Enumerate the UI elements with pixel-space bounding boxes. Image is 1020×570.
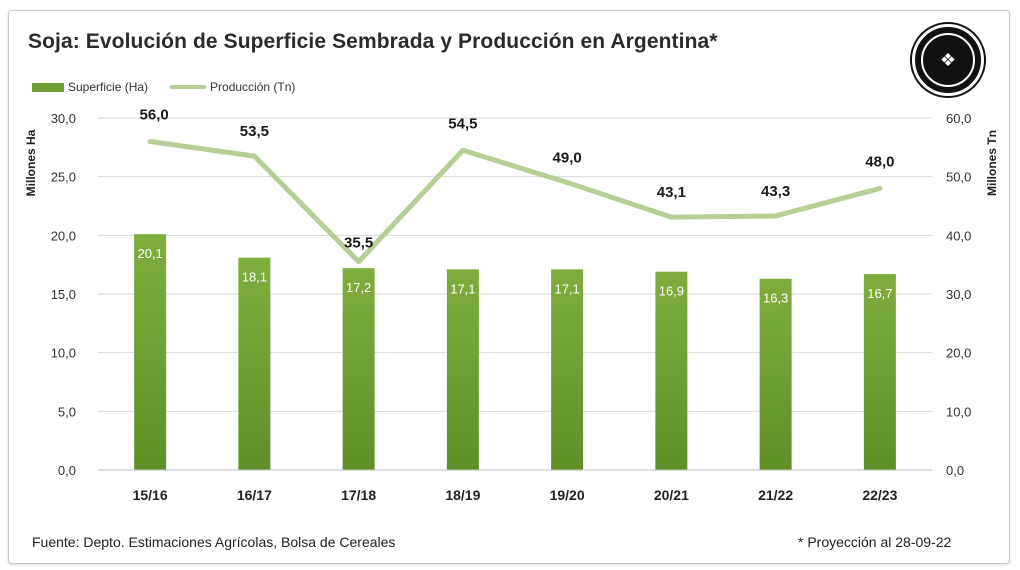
production-point — [668, 214, 674, 220]
y-right-axis-label: Millones Tn — [985, 130, 999, 196]
line-data-label: 54,5 — [448, 115, 477, 132]
bar-layer — [134, 234, 896, 470]
y-left-tick-label: 20,0 — [51, 228, 76, 243]
x-category-label: 18/19 — [445, 487, 480, 503]
label-layer: 20,1 18,1 17,2 17,1 17,1 16,9 16,3 16,7 56,0 53,5… — [137, 106, 894, 305]
line-layer — [147, 138, 883, 265]
y-right-tick-label: 40,0 — [946, 228, 971, 243]
y-left-tick-label: 0,0 — [58, 463, 76, 478]
line-data-label: 53,5 — [240, 123, 269, 140]
seal-logo-icon: ❖ — [912, 24, 984, 96]
y-left-tick-label: 25,0 — [51, 170, 76, 185]
axis-layer: 0,0 0,0 5,0 10,0 10,0 20,0 15,0 30,0 20,0 40,0 25,… — [24, 111, 999, 503]
production-point — [251, 153, 257, 159]
x-category-label: 17/18 — [341, 487, 376, 503]
bar-data-label: 20,1 — [137, 246, 162, 261]
production-point — [877, 185, 883, 191]
chart-card — [8, 10, 1010, 564]
bar — [446, 269, 479, 470]
bar-data-label: 18,1 — [242, 270, 267, 285]
bar — [759, 278, 792, 470]
production-point — [356, 259, 362, 265]
y-left-axis-label: Millones Ha — [24, 129, 38, 196]
x-category-label: 16/17 — [237, 487, 272, 503]
bar — [238, 257, 271, 470]
y-right-tick-label: 60,0 — [946, 111, 971, 126]
line-data-label: 43,1 — [657, 184, 686, 201]
y-right-tick-label: 30,0 — [946, 287, 971, 302]
line-data-label: 48,0 — [865, 153, 894, 170]
x-category-label: 20/21 — [654, 487, 689, 503]
source-note: Fuente: Depto. Estimaciones Agrícolas, B… — [32, 534, 396, 550]
legend-swatch-bar — [32, 82, 64, 92]
legend-swatch-line — [170, 85, 207, 89]
bar — [551, 269, 584, 470]
production-line — [147, 138, 883, 265]
bar-data-label: 16,7 — [867, 286, 892, 301]
y-left-tick-label: 15,0 — [51, 287, 76, 302]
x-category-label: 21/22 — [758, 487, 793, 503]
y-left-tick-label: 30,0 — [51, 111, 76, 126]
legend-label-superficie: Superficie (Ha) — [68, 80, 149, 94]
projection-note: * Proyección al 28-09-22 — [798, 534, 952, 550]
bar — [863, 274, 896, 470]
chart-title: Soja: Evolución de Superficie Sembrada y… — [28, 30, 718, 53]
chart-legend: Superficie (Ha) Producción (Tn) — [32, 80, 317, 94]
production-point — [147, 138, 153, 144]
y-left-tick-label: 5,0 — [58, 404, 76, 419]
production-point — [564, 180, 570, 186]
x-category-label: 22/23 — [862, 487, 897, 503]
line-data-label: 49,0 — [553, 150, 582, 167]
bar-data-label: 17,1 — [554, 281, 579, 296]
y-right-tick-label: 10,0 — [946, 404, 971, 419]
y-right-tick-label: 0,0 — [946, 463, 964, 478]
seal-logo-ring: ❖ — [921, 33, 975, 87]
y-left-tick-label: 10,0 — [51, 346, 76, 361]
production-point — [460, 147, 466, 153]
x-category-label: 15/16 — [133, 487, 168, 503]
bar — [134, 234, 167, 470]
bar — [342, 268, 375, 470]
bar-data-label: 16,9 — [659, 284, 684, 299]
bar-data-label: 17,1 — [450, 281, 475, 296]
legend-item-superficie: Superficie (Ha) — [32, 80, 148, 94]
bar-data-label: 17,2 — [346, 280, 371, 295]
legend-item-produccion: Producción (Tn) — [170, 80, 295, 94]
legend-label-produccion: Producción (Tn) — [210, 80, 296, 94]
y-right-tick-label: 50,0 — [946, 170, 971, 185]
production-point — [773, 213, 779, 219]
line-data-label: 35,5 — [344, 235, 373, 252]
line-data-label: 43,3 — [761, 183, 790, 200]
bar-data-label: 16,3 — [763, 291, 788, 306]
y-right-tick-label: 20,0 — [946, 346, 971, 361]
line-data-label: 56,0 — [140, 106, 169, 123]
bar — [655, 271, 688, 470]
x-category-label: 19/20 — [550, 487, 585, 503]
grid-layer — [98, 117, 932, 471]
